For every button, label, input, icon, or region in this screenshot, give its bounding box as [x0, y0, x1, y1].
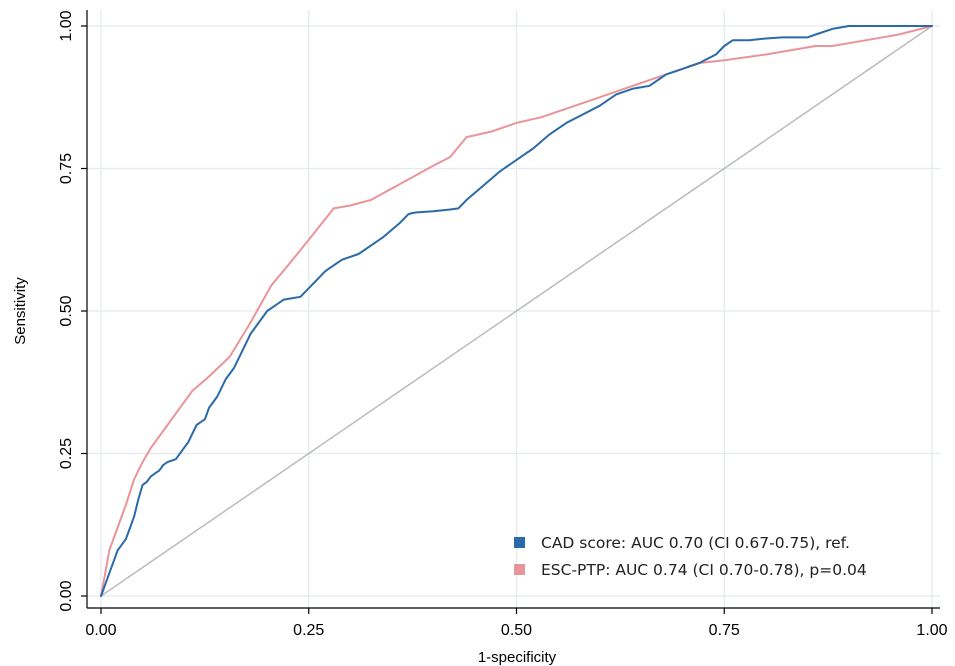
x-tick-label: 0.00 [85, 622, 116, 639]
x-tick-label: 1.00 [916, 622, 947, 639]
y-tick-label: 1.00 [58, 10, 75, 41]
legend-swatch-cad-score [514, 537, 525, 548]
y-axis-title: Sensitivity [12, 277, 29, 345]
y-tick-label: 0.00 [58, 580, 75, 611]
legend-label-esc-ptp: ESC-PTP: AUC 0.74 (CI 0.70-0.78), p=0.04 [541, 561, 867, 579]
legend: CAD score: AUC 0.70 (CI 0.67-0.75), ref.… [514, 534, 867, 579]
reference-diagonal-line [100, 25, 933, 597]
y-tick-label: 0.50 [58, 295, 75, 326]
x-axis-title: 1-specificity [478, 649, 557, 666]
roc-curves [100, 25, 933, 597]
esc-ptp-roc-line [100, 25, 933, 597]
cad-score-roc-line [100, 25, 933, 597]
y-tick-label: 0.75 [58, 153, 75, 184]
x-tick-label: 0.75 [709, 622, 740, 639]
legend-label-cad-score: CAD score: AUC 0.70 (CI 0.67-0.75), ref. [541, 534, 850, 552]
y-tick-label: 0.25 [58, 438, 75, 469]
axes [86, 10, 940, 609]
legend-swatch-esc-ptp [514, 564, 525, 575]
x-tick-label: 0.50 [501, 622, 532, 639]
x-tick-label: 0.25 [293, 622, 324, 639]
grid-lines [87, 10, 940, 608]
axis-ticks: 0.00 0.25 0.50 0.75 1.00 0.00 0.25 0.50 0.75 1.00 [58, 10, 948, 639]
